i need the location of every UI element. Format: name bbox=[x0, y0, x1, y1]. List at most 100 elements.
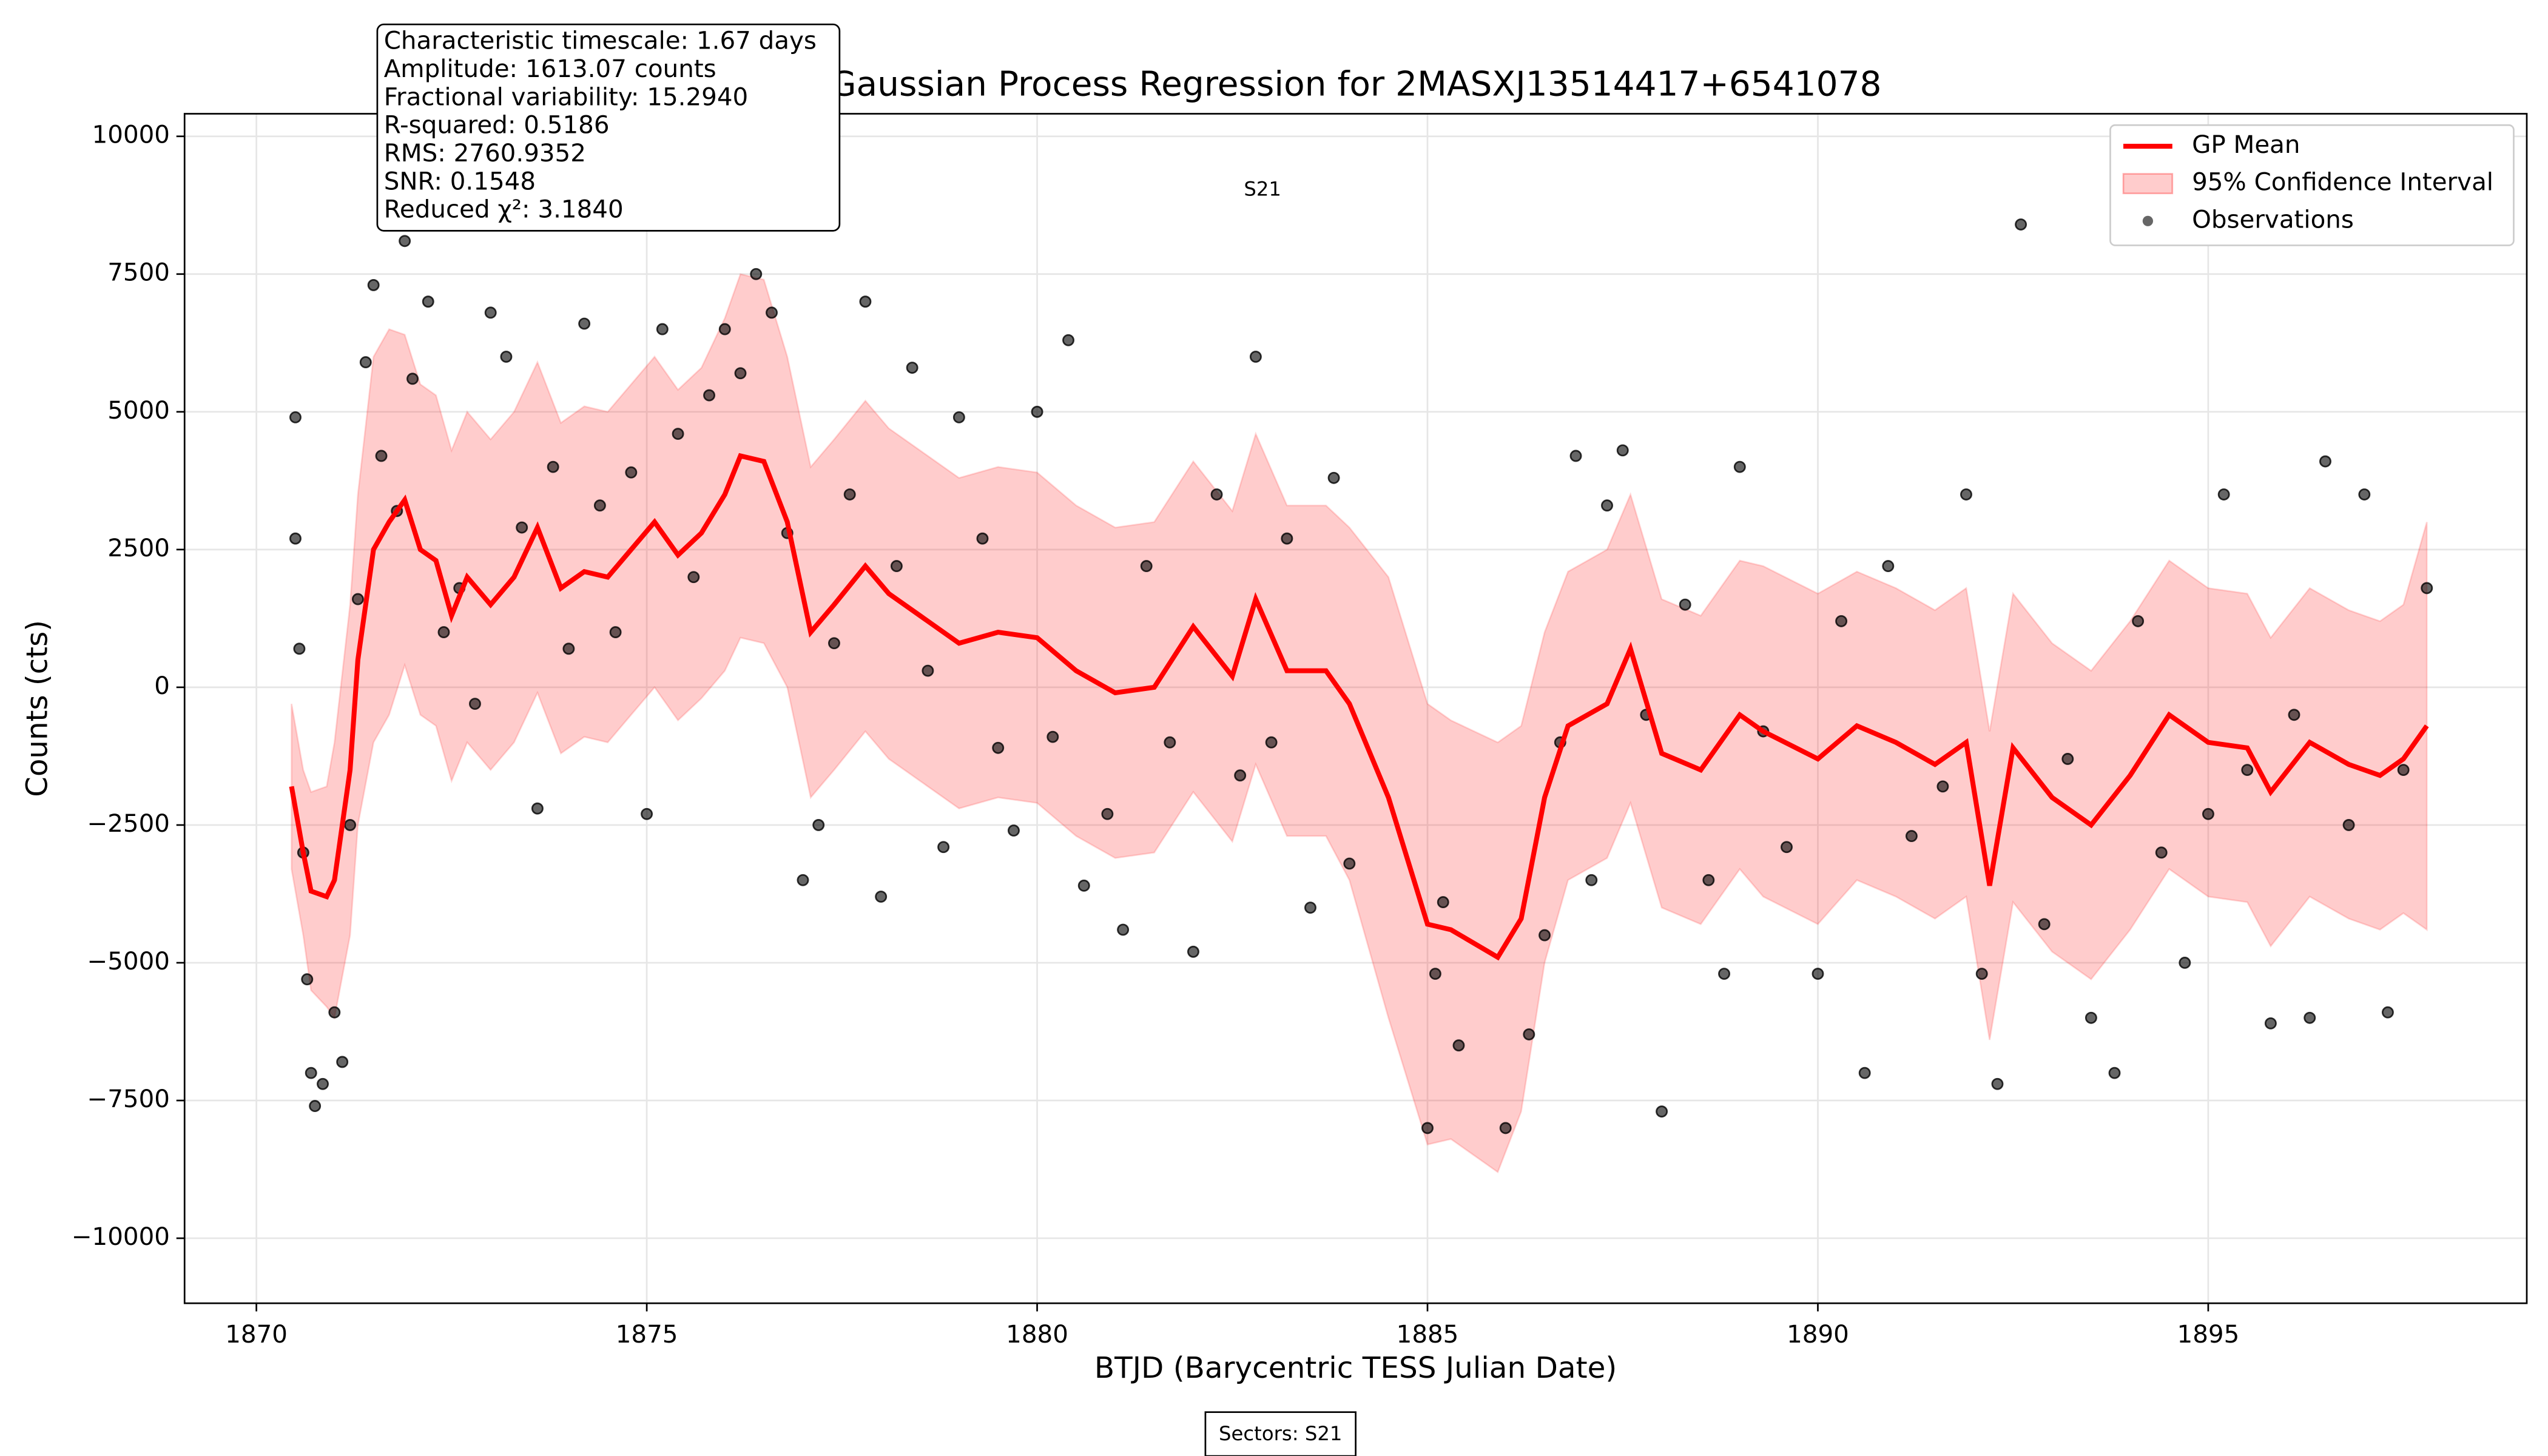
observation bbox=[922, 664, 934, 677]
observation bbox=[531, 802, 544, 815]
observation bbox=[422, 295, 434, 308]
observation bbox=[2217, 488, 2230, 500]
stats-line: Reduced χ²: 3.1840 bbox=[384, 196, 624, 224]
observation bbox=[1702, 874, 1715, 886]
y-tick-label: 7500 bbox=[107, 259, 170, 287]
observation bbox=[328, 1006, 341, 1019]
y-tick-label: −5000 bbox=[87, 948, 170, 976]
y-tick-label: 2500 bbox=[107, 534, 170, 562]
y-tick-label: 0 bbox=[154, 672, 170, 700]
stats-line: RMS: 2760.9352 bbox=[384, 140, 586, 167]
observation bbox=[301, 973, 314, 986]
y-tick-label: 10000 bbox=[92, 121, 170, 149]
observation bbox=[289, 411, 302, 423]
observation bbox=[2179, 957, 2191, 969]
observation bbox=[2421, 582, 2433, 595]
legend-swatch bbox=[2142, 215, 2154, 226]
observation bbox=[890, 560, 903, 573]
observation bbox=[1062, 334, 1074, 346]
observation bbox=[2108, 1067, 2121, 1079]
observation bbox=[289, 532, 302, 545]
observation bbox=[399, 235, 411, 248]
observation bbox=[859, 295, 872, 308]
observation bbox=[1437, 896, 1449, 908]
observation bbox=[406, 372, 419, 385]
observation bbox=[1858, 1067, 1871, 1079]
observation bbox=[2155, 846, 2168, 859]
observation bbox=[1616, 444, 1629, 457]
legend-swatch bbox=[2122, 173, 2174, 195]
observation bbox=[2038, 918, 2051, 931]
observation bbox=[797, 874, 809, 886]
legend: GP Mean 95% Confidence Interval Observatio… bbox=[2109, 124, 2515, 246]
observation bbox=[1210, 488, 1223, 500]
observation bbox=[1249, 351, 1262, 363]
observation bbox=[1046, 730, 1059, 743]
x-tick-label: 1870 bbox=[225, 1321, 288, 1349]
observation bbox=[336, 1056, 349, 1068]
observation bbox=[317, 1077, 329, 1090]
observation bbox=[562, 642, 575, 655]
observation bbox=[1429, 968, 1441, 980]
observation bbox=[1031, 405, 1043, 418]
observation bbox=[2358, 488, 2371, 500]
observation bbox=[1718, 968, 1731, 980]
observation bbox=[1656, 1105, 1668, 1118]
observation bbox=[2202, 807, 2214, 820]
stats-line: R-squared: 0.5186 bbox=[384, 112, 610, 140]
observation bbox=[703, 389, 716, 402]
observation bbox=[2319, 455, 2331, 468]
observation bbox=[309, 1100, 322, 1113]
observation bbox=[1140, 560, 1153, 573]
y-axis-label: Counts (cts) bbox=[21, 620, 55, 797]
observation bbox=[1499, 1122, 1512, 1134]
observation bbox=[976, 532, 989, 545]
x-tick-label: 1880 bbox=[1006, 1321, 1068, 1349]
observation bbox=[672, 428, 684, 440]
observation bbox=[1281, 532, 1293, 545]
observation bbox=[500, 351, 513, 363]
observation bbox=[367, 279, 380, 291]
observation bbox=[1601, 499, 1613, 512]
observation bbox=[687, 571, 700, 584]
observation bbox=[609, 626, 622, 638]
observation bbox=[718, 323, 731, 335]
observation bbox=[578, 317, 591, 330]
observation bbox=[1304, 902, 1316, 914]
observation bbox=[2288, 709, 2300, 721]
observation bbox=[2241, 764, 2254, 777]
observation bbox=[1905, 830, 1918, 843]
observation bbox=[2304, 1011, 2316, 1024]
axes-frame bbox=[183, 113, 2528, 1304]
y-tick-label: −10000 bbox=[72, 1223, 170, 1251]
observation bbox=[437, 626, 450, 638]
observation bbox=[812, 819, 825, 831]
gp-mean-line bbox=[289, 453, 2429, 961]
observation bbox=[656, 323, 669, 335]
observation bbox=[937, 841, 950, 854]
observation bbox=[1812, 968, 1824, 980]
observation bbox=[516, 521, 528, 534]
observation bbox=[1164, 736, 1176, 749]
observation bbox=[1007, 824, 1020, 837]
x-tick-label: 1895 bbox=[2177, 1321, 2240, 1349]
observation bbox=[375, 450, 388, 462]
observation bbox=[1991, 1077, 2004, 1090]
observation bbox=[293, 642, 306, 655]
observation bbox=[1327, 471, 1340, 484]
chart-title: Gaussian Process Regression for 2MASXJ13… bbox=[830, 65, 1882, 104]
observation bbox=[827, 637, 840, 650]
observation bbox=[1960, 488, 1972, 500]
observation bbox=[1101, 807, 1114, 820]
stats-line: SNR: 0.1548 bbox=[384, 167, 536, 195]
footer-box bbox=[1204, 1411, 1357, 1456]
observation bbox=[1975, 968, 1988, 980]
stats-box bbox=[376, 23, 841, 232]
observation bbox=[469, 698, 481, 710]
observation bbox=[1452, 1039, 1465, 1052]
plot-area bbox=[184, 113, 2527, 1304]
observation bbox=[2015, 218, 2027, 231]
legend-label: Observations bbox=[2192, 206, 2354, 234]
observation bbox=[351, 593, 364, 605]
